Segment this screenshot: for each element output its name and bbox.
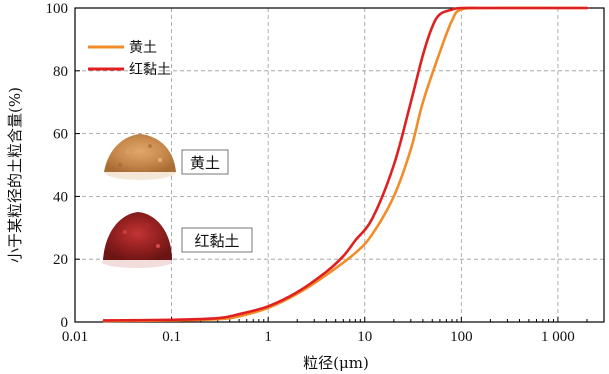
series-line-red-clay (102, 6, 589, 322)
loess-label: 黄土 (190, 154, 220, 172)
x-tick-label: 100 (450, 329, 473, 345)
red-clay-label-box: 红黏土 (181, 227, 253, 253)
plot-frame (74, 7, 605, 323)
red-clay-sample-image (102, 212, 172, 268)
loess-sample-image (104, 134, 176, 180)
y-tick-label: 0 (61, 315, 69, 331)
series-line-loess (102, 6, 589, 323)
y-tick-label: 80 (53, 64, 68, 80)
legend: 黄土 红黏土 (88, 39, 171, 78)
x-tick-label: 1 000 (541, 329, 575, 345)
y-tick-label: 40 (53, 189, 68, 205)
x-tick-label: 1 (264, 329, 272, 345)
red-clay-label: 红黏土 (194, 232, 239, 250)
legend-label-loess: 黄土 (129, 39, 157, 56)
x-axis-title: 粒径(μm) (303, 354, 369, 372)
y-axis-ticks: 0 20 40 60 80 100 (46, 1, 80, 331)
x-tick-label: 0.1 (162, 329, 181, 345)
x-tick-label: 0.01 (62, 329, 88, 345)
y-tick-label: 60 (53, 127, 68, 143)
y-axis-title: 小于某粒径的土粒含量(%) (6, 87, 24, 263)
legend-label-red-clay: 红黏土 (129, 62, 171, 78)
x-tick-label: 10 (357, 329, 372, 345)
plot-border (74, 7, 605, 323)
grid-lines (75, 7, 604, 322)
loess-label-box: 黄土 (181, 149, 229, 175)
y-tick-label: 20 (53, 252, 68, 268)
y-tick-label: 100 (46, 1, 69, 17)
series-lines (102, 6, 589, 323)
